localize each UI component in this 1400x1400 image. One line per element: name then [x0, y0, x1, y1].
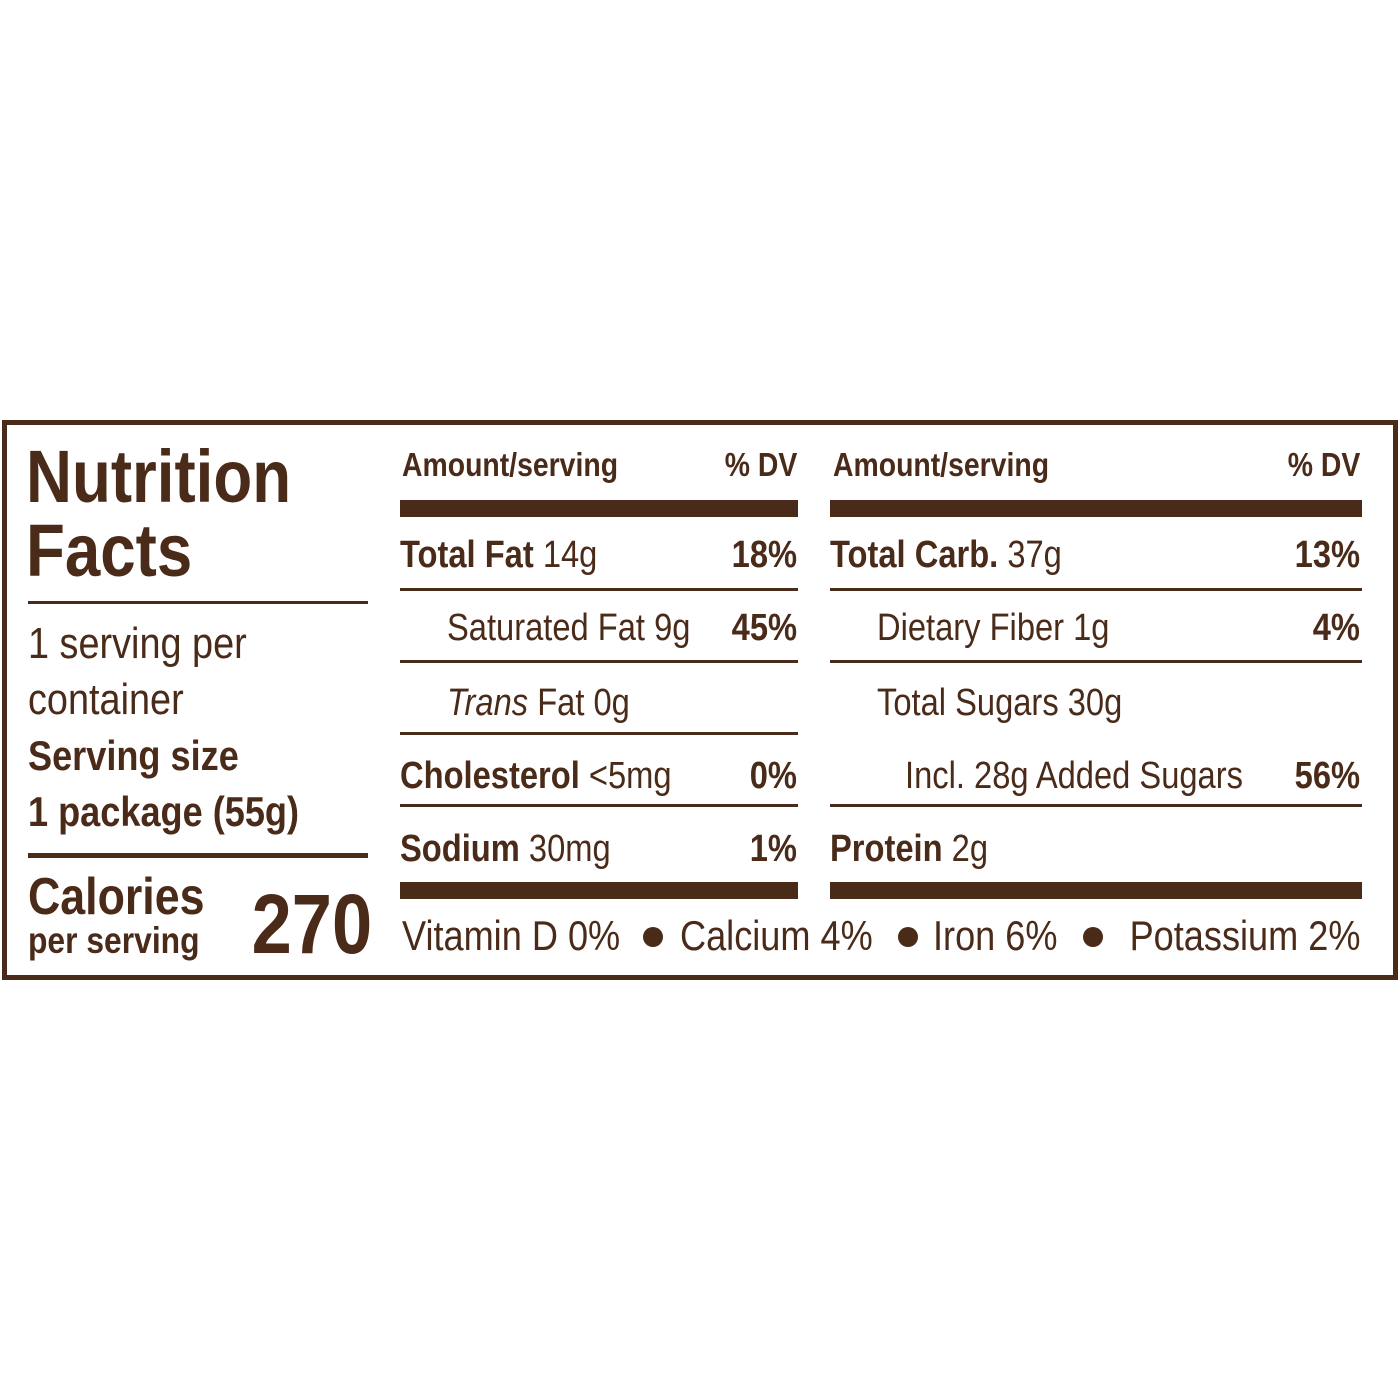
amount: <5mg	[588, 755, 672, 797]
bullet	[898, 927, 918, 947]
dv: 1%	[749, 828, 797, 870]
amount: 30g	[1067, 682, 1123, 724]
dv: 18%	[731, 534, 797, 576]
nutrient-name: Total Fat	[400, 534, 534, 576]
amount: 9g	[654, 607, 691, 649]
nutrient: Saturated Fat 9g	[447, 604, 690, 652]
nutrient: Total Sugars 30g	[877, 679, 1122, 727]
dv: 4%	[1312, 607, 1360, 649]
nutrient: Sodium 30mg	[400, 825, 611, 873]
rule	[830, 660, 1362, 663]
header: Amount/serving	[833, 446, 1050, 483]
serving-size: 1 package (55g)	[28, 788, 300, 835]
serving-size: Serving size	[28, 732, 239, 779]
nutrient-name: Saturated Fat	[447, 607, 646, 649]
bullet	[1083, 927, 1103, 947]
title: Nutrition	[26, 435, 292, 518]
nutrient-name: Incl. 28g Added Sugars	[905, 755, 1243, 797]
calories-label: per serving	[28, 920, 200, 961]
dv: 56%	[1294, 755, 1360, 797]
header: Amount/serving	[402, 446, 619, 483]
amount: 14g	[542, 534, 598, 576]
bar	[400, 500, 798, 517]
nutrient-name: Total Carb.	[830, 534, 999, 576]
nutrient-name: Cholesterol	[400, 755, 580, 797]
vitamin: Calcium 4%	[680, 912, 873, 959]
amount: 2g	[951, 828, 989, 870]
nutrient: Trans Fat 0g	[447, 679, 630, 727]
header: % DV	[724, 446, 797, 483]
bar	[400, 882, 798, 899]
rule	[830, 804, 1362, 807]
vitamin: Iron 6%	[933, 912, 1058, 959]
nutrient-name: Protein	[830, 828, 943, 870]
rule	[400, 660, 798, 663]
rule	[400, 732, 798, 735]
calories-value: 270	[251, 877, 372, 971]
header: % DV	[1287, 446, 1360, 483]
nutrient-name: Fat	[537, 682, 585, 724]
dv: 0%	[749, 755, 797, 797]
title: Facts	[26, 509, 193, 592]
rule	[830, 588, 1362, 591]
dv: 45%	[731, 607, 797, 649]
nutrient: Protein 2g	[830, 825, 988, 873]
servings: container	[28, 675, 184, 724]
vitamin: Vitamin D 0%	[402, 912, 621, 959]
dv: 13%	[1294, 534, 1360, 576]
nutrient: Incl. 28g Added Sugars	[905, 752, 1243, 800]
nutrient: Cholesterol <5mg	[400, 752, 672, 800]
bullet	[643, 927, 663, 947]
amount: 30mg	[528, 828, 611, 870]
nutrient-name: Total Sugars	[877, 682, 1059, 724]
nutrient: Dietary Fiber 1g	[877, 604, 1109, 652]
rule	[400, 804, 798, 807]
servings: 1 serving per	[28, 619, 247, 668]
nutrient-name: Sodium	[400, 828, 520, 870]
nutrient-name: Dietary Fiber	[877, 607, 1065, 649]
nutrient-name: Trans	[447, 682, 529, 724]
bar	[830, 500, 1362, 517]
vitamin: Potassium 2%	[1129, 912, 1360, 959]
bar	[830, 882, 1362, 899]
label-border	[2, 420, 1398, 980]
rule	[28, 853, 368, 858]
amount: 37g	[1007, 534, 1062, 576]
amount: 0g	[593, 682, 630, 724]
rule	[28, 601, 368, 604]
nutrient: Total Fat 14g	[400, 531, 597, 579]
rule	[400, 588, 798, 591]
nutrient: Total Carb. 37g	[830, 531, 1062, 579]
calories-label: Calories	[28, 868, 205, 926]
amount: 1g	[1073, 607, 1110, 649]
